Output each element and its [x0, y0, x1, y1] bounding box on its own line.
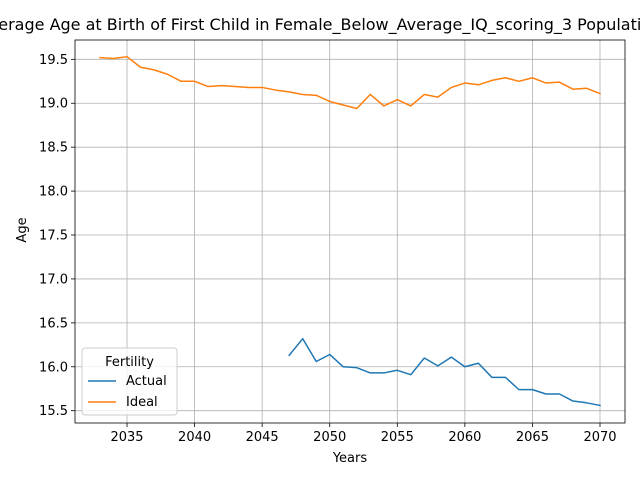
x-tick-label: 2055 [381, 430, 414, 445]
plot-frame [74, 39, 626, 424]
legend-entry-ideal: Ideal [126, 395, 158, 410]
y-axis-label: Age [15, 217, 30, 242]
y-axis-ticks: 15.5 16.0 16.5 17.0 17.5 18.0 18.5 19.0 19.5 [39, 53, 75, 419]
x-axis-label: Years [332, 451, 368, 466]
series-line-ideal [99, 55, 601, 110]
y-tick-label: 18.0 [39, 185, 68, 200]
series-lines [99, 55, 601, 407]
y-tick-label: 17.5 [39, 229, 68, 244]
y-tick-label: 19.0 [39, 97, 68, 112]
x-tick-label: 2060 [448, 430, 481, 445]
legend-title: Fertility [105, 355, 154, 370]
x-tick-label: 2065 [516, 430, 549, 445]
x-tick-label: 2035 [110, 430, 143, 445]
x-axis-ticks: 2035 2040 2045 2050 2055 2060 2065 2070 [110, 423, 617, 445]
y-tick-label: 16.5 [39, 316, 68, 331]
y-tick-label: 17.0 [39, 272, 68, 287]
chart-title: Average Age at Birth of First Child in F… [0, 15, 640, 35]
legend-frame [81, 347, 178, 416]
x-tick-label: 2050 [313, 430, 346, 445]
x-tick-label: 2040 [178, 430, 211, 445]
legend-entry-actual: Actual [126, 374, 167, 389]
x-tick-label: 2070 [583, 430, 616, 445]
y-tick-label: 15.5 [39, 404, 68, 419]
y-tick-label: 18.5 [39, 141, 68, 156]
x-tick-label: 2045 [246, 430, 279, 445]
legend: Fertility Actual Ideal [81, 347, 178, 416]
series-line-actual [288, 337, 601, 407]
y-tick-label: 16.0 [39, 360, 68, 375]
gridlines [75, 40, 625, 423]
y-tick-label: 19.5 [39, 53, 68, 68]
